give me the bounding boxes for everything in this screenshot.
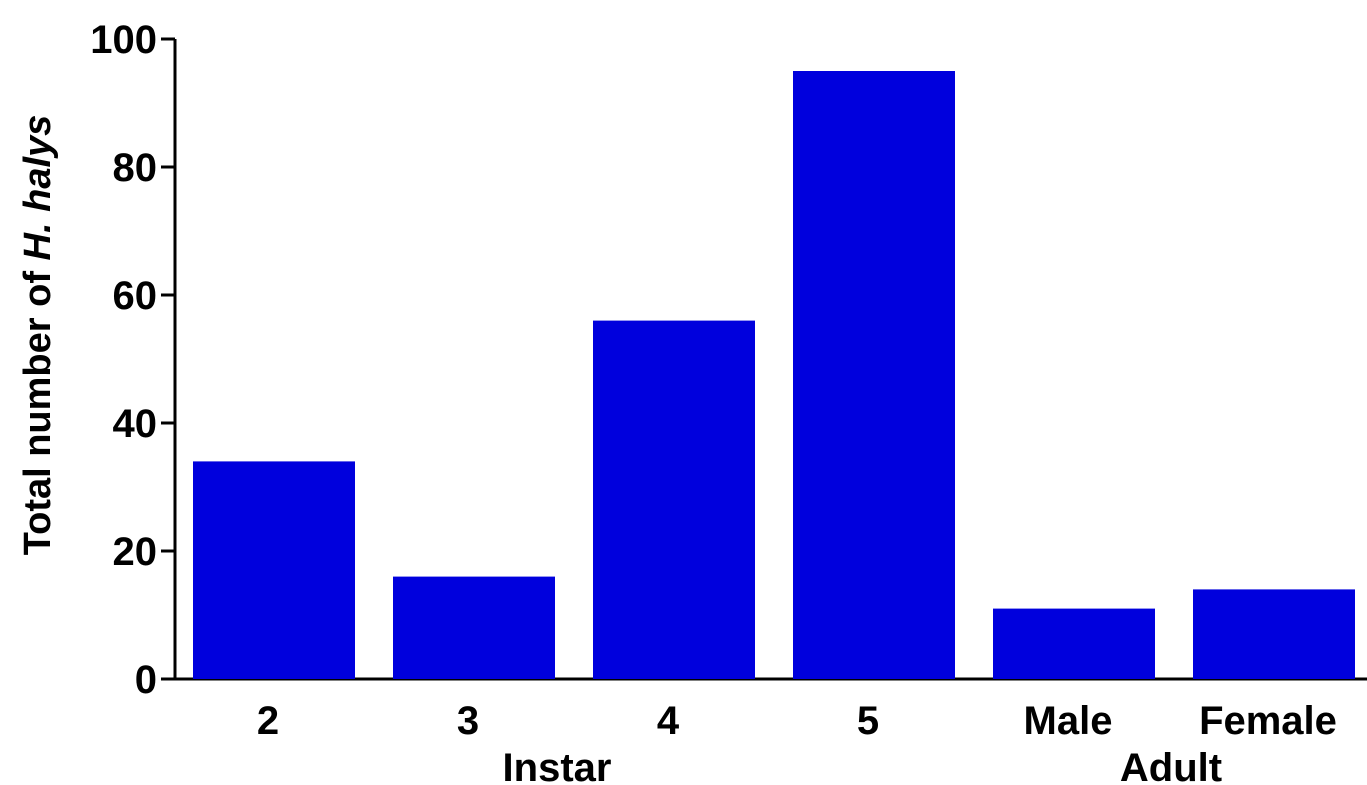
x-tick-label-2: 2 xyxy=(257,699,279,743)
labels: 2 3 4 5 Male Female Instar Adult 0 20 40 60 80 100 xyxy=(90,18,1337,785)
bar-4 xyxy=(593,320,755,679)
y-tick-label-0: 0 xyxy=(135,658,157,702)
x-group-label-instar: Instar xyxy=(503,746,612,785)
bar-3 xyxy=(393,576,555,679)
y-axis-label: Total number of H. halys xyxy=(17,115,59,556)
bars xyxy=(193,71,1355,679)
y-axis-label-prefix: Total number of xyxy=(17,260,59,555)
x-group-label-adult: Adult xyxy=(1120,746,1222,785)
x-tick-label-4: 4 xyxy=(657,699,680,743)
y-tick-label-20: 20 xyxy=(113,530,158,574)
bar-female xyxy=(1193,589,1355,679)
y-tick-label-100: 100 xyxy=(90,18,157,62)
y-tick-label-40: 40 xyxy=(113,402,158,446)
bar-male xyxy=(993,608,1155,679)
x-tick-label-male: Male xyxy=(1024,699,1113,743)
x-tick-label-3: 3 xyxy=(457,699,479,743)
bar-2 xyxy=(193,461,355,679)
x-tick-label-female: Female xyxy=(1199,699,1337,743)
y-tick-label-60: 60 xyxy=(113,274,158,318)
bar-5 xyxy=(793,71,955,679)
y-axis-label-species: H. halys xyxy=(17,115,59,261)
x-tick-label-5: 5 xyxy=(857,699,879,743)
y-tick-label-80: 80 xyxy=(113,146,158,190)
axes xyxy=(161,37,1367,681)
